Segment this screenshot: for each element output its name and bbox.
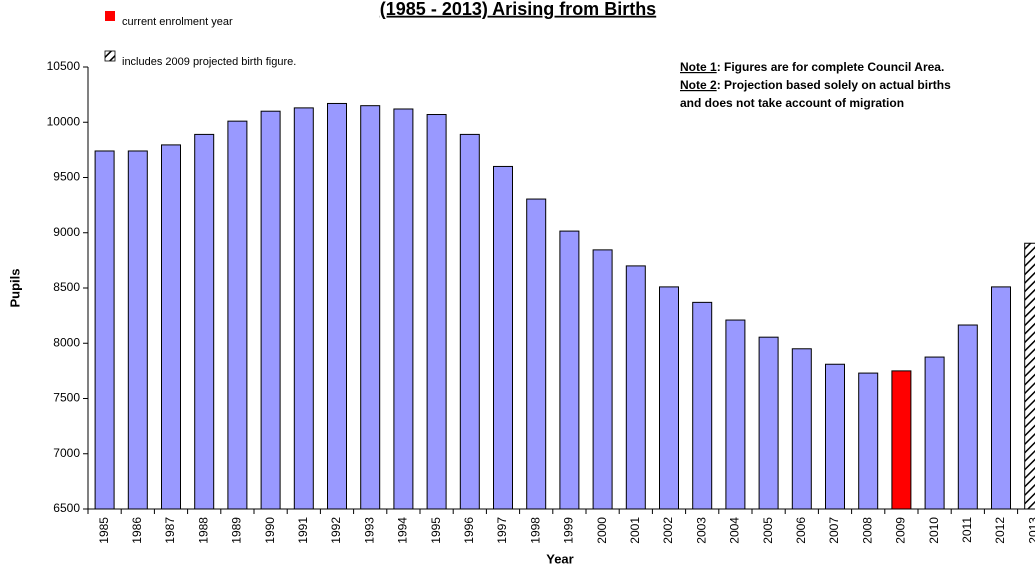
chart-title: (1985 - 2013) Arising from Births (380, 0, 656, 19)
bar (1024, 242, 1035, 510)
note-key: Note 2 (680, 78, 717, 92)
x-tick-label: 1987 (163, 517, 177, 544)
x-tick-label: 1995 (429, 517, 443, 544)
bar (725, 319, 746, 510)
x-tick-label: 1994 (396, 517, 410, 544)
y-tick-label: 8000 (53, 335, 80, 349)
x-tick-label: 2007 (827, 517, 841, 544)
bar (493, 165, 513, 510)
y-tick-label: 10500 (47, 59, 81, 73)
note: and does not take account of migration (680, 96, 904, 110)
x-tick-label: 1991 (296, 517, 310, 544)
bar (161, 144, 181, 510)
y-tick-label: 7500 (53, 391, 80, 405)
x-tick-label: 1999 (562, 517, 576, 544)
x-tick-label: 2006 (794, 517, 808, 544)
bar (659, 286, 679, 510)
y-tick-label: 9000 (53, 225, 80, 239)
x-tick-label: 2003 (694, 517, 708, 544)
bar (127, 150, 148, 510)
bar (526, 198, 547, 510)
x-tick-label: 2009 (894, 517, 908, 544)
bar (426, 114, 447, 510)
x-tick-label: 2000 (595, 517, 609, 544)
bar (758, 336, 779, 510)
bar (260, 110, 281, 510)
bar (393, 108, 414, 510)
bar (327, 102, 347, 510)
x-tick-label: 1992 (329, 517, 343, 544)
bar (293, 107, 314, 510)
bar (692, 301, 713, 510)
bar (360, 105, 381, 510)
x-tick-label: 1988 (196, 517, 210, 544)
note: Note 1: Figures are for complete Council… (680, 60, 944, 74)
x-tick-label: 2012 (993, 517, 1007, 544)
y-tick-label: 6500 (53, 501, 80, 515)
x-tick-label: 2004 (728, 517, 742, 544)
x-tick-label: 2010 (927, 517, 941, 544)
legend-swatch (104, 50, 116, 62)
bar (891, 370, 912, 510)
bar (592, 249, 613, 510)
x-tick-label: 1986 (130, 517, 144, 544)
y-tick-label: 8500 (53, 280, 80, 294)
bar (825, 363, 845, 510)
y-tick-label: 7000 (53, 446, 80, 460)
x-tick-label: 2001 (628, 517, 642, 544)
x-tick-label: 1997 (495, 517, 509, 544)
y-axis-label: Pupils (7, 268, 22, 307)
note-key: Note 1 (680, 60, 717, 74)
x-tick-label: 2013 (1026, 517, 1035, 544)
x-tick-label: 1993 (362, 517, 376, 544)
legend-label: includes 2009 projected birth figure. (122, 56, 296, 68)
bar (924, 356, 945, 510)
note-text: : Figures are for complete Council Area. (717, 60, 945, 74)
bar (459, 133, 480, 510)
note-text: : Projection based solely on actual birt… (717, 78, 951, 92)
x-tick-label: 1985 (97, 517, 111, 544)
x-tick-label: 1989 (230, 517, 244, 544)
x-tick-label: 1996 (462, 517, 476, 544)
bar (957, 324, 978, 510)
x-tick-label: 1998 (528, 517, 542, 544)
bar (194, 133, 215, 510)
bar (559, 230, 580, 510)
bar (94, 150, 115, 510)
x-axis-label: Year (546, 551, 573, 566)
bar (227, 120, 248, 510)
x-tick-label: 2011 (960, 517, 974, 543)
bar (625, 265, 646, 510)
y-tick-label: 10000 (47, 114, 81, 128)
x-tick-label: 1990 (263, 517, 277, 544)
x-tick-label: 2005 (761, 517, 775, 544)
x-tick-label: 2008 (860, 517, 874, 544)
legend-label: current enrolment year (122, 16, 233, 28)
y-tick-label: 9500 (53, 170, 80, 184)
bar (858, 372, 879, 510)
note-text: and does not take account of migration (680, 96, 904, 110)
bar (991, 286, 1011, 510)
legend-swatch (105, 11, 115, 21)
note: Note 2: Projection based solely on actua… (680, 78, 951, 92)
x-tick-label: 2002 (661, 517, 675, 544)
bar (791, 348, 812, 510)
